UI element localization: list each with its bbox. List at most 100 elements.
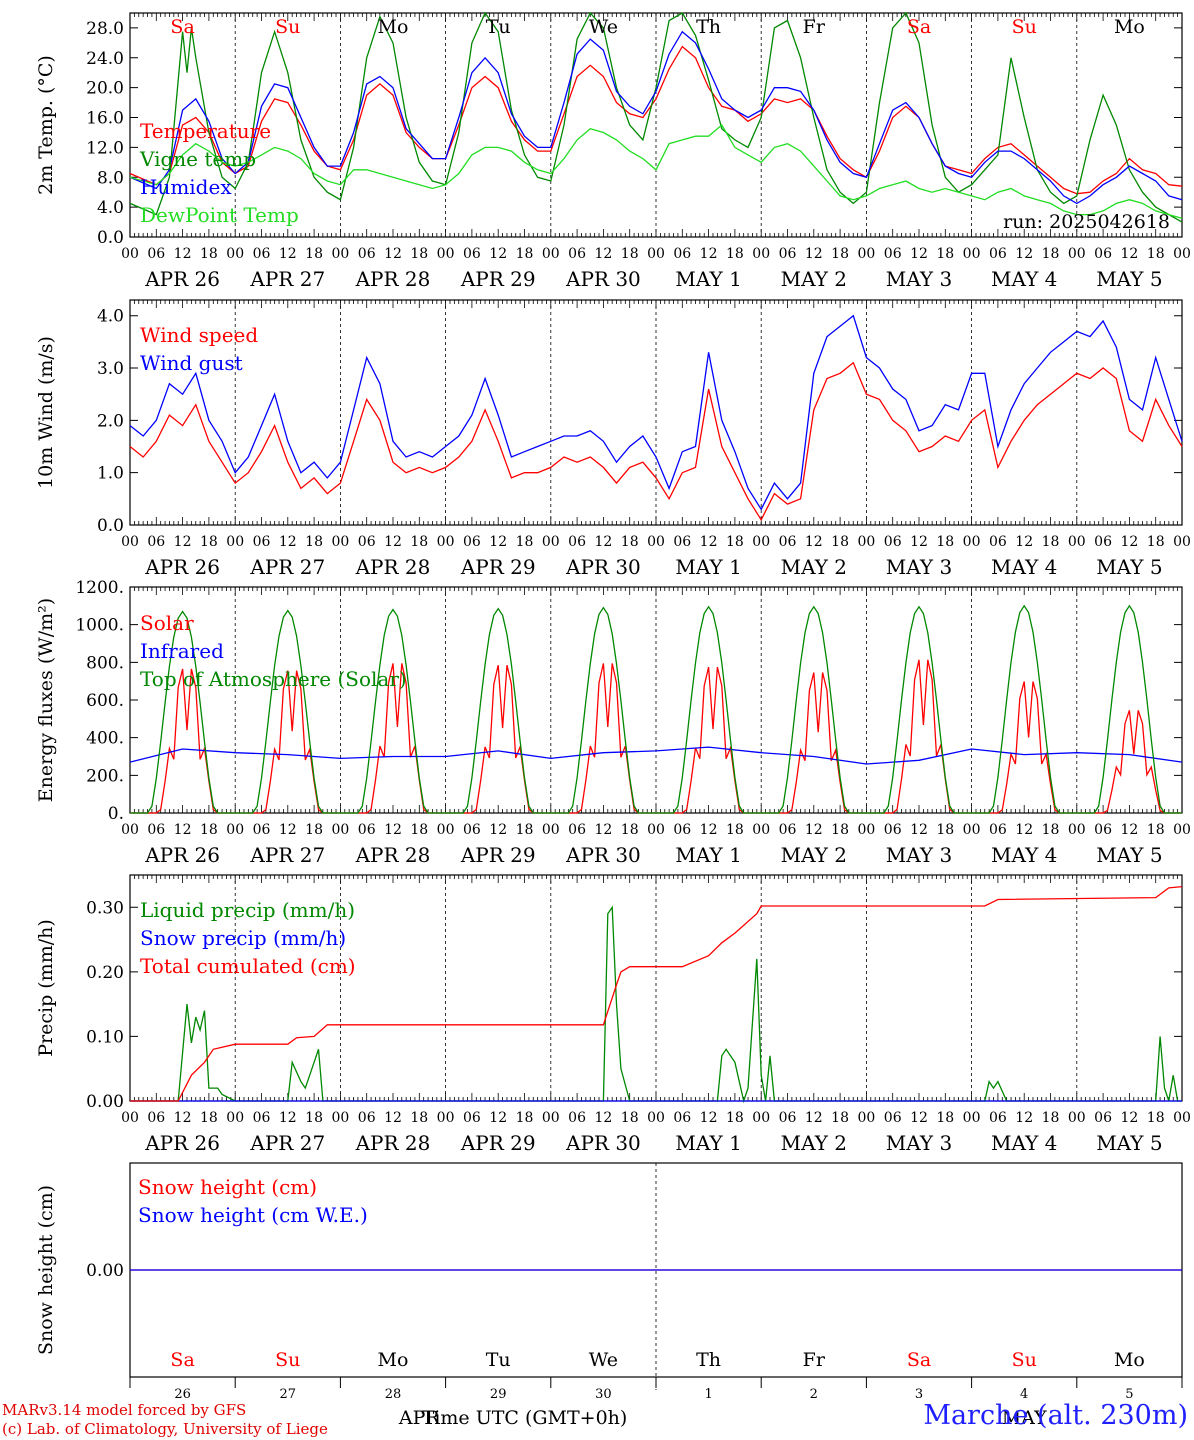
weekday-label: Su bbox=[275, 1349, 300, 1371]
hour-label: 18 bbox=[726, 534, 744, 550]
weekday-label: Sa bbox=[170, 16, 194, 38]
hour-label: 06 bbox=[463, 246, 481, 262]
date-label: APR 29 bbox=[460, 843, 536, 867]
hour-label: 12 bbox=[384, 534, 402, 550]
hour-label: 00 bbox=[647, 246, 665, 262]
hour-label: 00 bbox=[752, 534, 770, 550]
date-label: MAY 4 bbox=[991, 843, 1057, 867]
hour-label: 06 bbox=[358, 1110, 376, 1126]
y-axis-label: Energy fluxes (W/m²) bbox=[35, 598, 57, 802]
weekday-label: Mo bbox=[1114, 1349, 1145, 1371]
hour-label: 00 bbox=[437, 534, 455, 550]
hour-label: 18 bbox=[305, 1110, 323, 1126]
hour-label: 12 bbox=[1120, 822, 1138, 838]
hour-label: 18 bbox=[831, 822, 849, 838]
weekday-label: Sa bbox=[170, 1349, 194, 1371]
hour-label: 12 bbox=[174, 534, 192, 550]
hour-label: 06 bbox=[463, 1110, 481, 1126]
y-tick-label: 0. bbox=[108, 804, 124, 824]
legend-entry: Liquid precip (mm/h) bbox=[140, 898, 355, 922]
legend-entry: Solar bbox=[140, 611, 194, 635]
hour-label: 06 bbox=[884, 246, 902, 262]
hour-label: 18 bbox=[305, 534, 323, 550]
y-tick-label: 0.30 bbox=[86, 898, 124, 918]
hour-label: 00 bbox=[542, 822, 560, 838]
hour-label: 12 bbox=[1120, 1110, 1138, 1126]
hour-label: 06 bbox=[673, 246, 691, 262]
weekday-label: Tu bbox=[486, 1349, 511, 1371]
hour-label: 06 bbox=[989, 822, 1007, 838]
legend-entry: Wind speed bbox=[140, 323, 258, 347]
y-tick-label: 3.0 bbox=[97, 359, 124, 379]
hour-label: 12 bbox=[700, 1110, 718, 1126]
hour-label: 12 bbox=[805, 534, 823, 550]
hour-label: 00 bbox=[857, 1110, 875, 1126]
hour-label: 12 bbox=[174, 822, 192, 838]
date-label: APR 26 bbox=[144, 267, 220, 291]
hour-label: 12 bbox=[700, 246, 718, 262]
y-tick-label: 12.0 bbox=[86, 138, 124, 158]
run-label: run: 2025042618 bbox=[1003, 211, 1170, 233]
hour-label: 12 bbox=[279, 1110, 297, 1126]
hour-label: 00 bbox=[1068, 822, 1086, 838]
series-line-total-cumulated-cm- bbox=[130, 885, 1183, 1102]
station-label: Marche (alt. 230m) bbox=[923, 1400, 1188, 1431]
hour-label: 18 bbox=[936, 534, 954, 550]
hour-label: 12 bbox=[910, 1110, 928, 1126]
y-tick-label: 600. bbox=[86, 691, 124, 711]
date-label: APR 30 bbox=[565, 1131, 641, 1155]
date-label: MAY 1 bbox=[675, 843, 741, 867]
hour-label: 06 bbox=[568, 534, 586, 550]
day-number: 30 bbox=[595, 1387, 612, 1402]
hour-label: 00 bbox=[542, 534, 560, 550]
y-tick-label: 1000. bbox=[75, 616, 124, 636]
legend-entry: Humidex bbox=[140, 175, 232, 199]
hour-label: 00 bbox=[1068, 1110, 1086, 1126]
y-tick-label: 20.0 bbox=[86, 79, 124, 99]
date-label: APR 30 bbox=[565, 267, 641, 291]
panel-3: 00 06 12 18 00 06 12 18 00 06 12 18 00 06 12 18 00 06 12 18… bbox=[35, 578, 1191, 867]
legend-entry: Snow precip (mm/h) bbox=[140, 926, 346, 950]
series-line-wind-speed bbox=[129, 361, 1183, 522]
month-label-may: MAY bbox=[1002, 1407, 1047, 1429]
y-tick-label: 8.0 bbox=[97, 168, 124, 188]
y-tick-label: 4.0 bbox=[97, 198, 124, 218]
hour-label: 12 bbox=[594, 822, 612, 838]
hour-label: 06 bbox=[463, 822, 481, 838]
hour-label: 06 bbox=[779, 246, 797, 262]
date-label: MAY 5 bbox=[1096, 267, 1162, 291]
weekday-label: We bbox=[589, 16, 618, 38]
y-tick-label: 0.00 bbox=[86, 1092, 124, 1112]
hour-label: 18 bbox=[621, 246, 639, 262]
hour-label: 12 bbox=[384, 822, 402, 838]
date-label: MAY 4 bbox=[991, 1131, 1057, 1155]
hour-label: 12 bbox=[384, 1110, 402, 1126]
hour-label: 18 bbox=[1042, 246, 1060, 262]
panel-1: 00 06 12 18 00 06 12 18 00 06 12 18 00 06 12 18 00 06 12 18… bbox=[35, 11, 1191, 291]
hour-label: 06 bbox=[779, 1110, 797, 1126]
y-tick-label: 800. bbox=[86, 653, 124, 673]
weekday-label: Mo bbox=[378, 1349, 409, 1371]
hour-label: 06 bbox=[253, 534, 271, 550]
date-label: MAY 2 bbox=[781, 555, 847, 579]
hour-label: 12 bbox=[594, 1110, 612, 1126]
hour-label: 06 bbox=[358, 822, 376, 838]
hour-label: 12 bbox=[910, 534, 928, 550]
hour-label: 06 bbox=[463, 534, 481, 550]
weekday-label: Su bbox=[275, 16, 300, 38]
hour-label: 12 bbox=[910, 246, 928, 262]
hour-label: 12 bbox=[805, 1110, 823, 1126]
hour-label: 00 bbox=[226, 534, 244, 550]
hour-label: 00 bbox=[331, 822, 349, 838]
hour-label: 06 bbox=[989, 534, 1007, 550]
hour-label: 18 bbox=[726, 246, 744, 262]
hour-label: 12 bbox=[279, 822, 297, 838]
hour-label: 00 bbox=[1173, 534, 1191, 550]
hour-label: 12 bbox=[279, 534, 297, 550]
day-number: 2 bbox=[810, 1387, 818, 1402]
credit-line-1: MARv3.14 model forced by GFS bbox=[2, 1401, 247, 1419]
weekday-label: Th bbox=[696, 1349, 721, 1371]
y-tick-label: 28.0 bbox=[86, 19, 124, 39]
hour-label: 12 bbox=[1120, 534, 1138, 550]
hour-label: 00 bbox=[752, 246, 770, 262]
